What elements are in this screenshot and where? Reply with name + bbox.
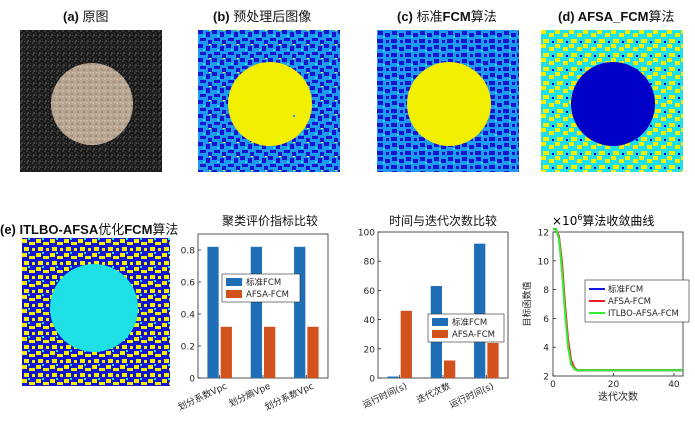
chart2-bar-afsa [487, 342, 499, 378]
chart2-ytick-label: 60 [364, 287, 376, 297]
panel-a-title: (a) 原图 [63, 9, 109, 25]
chart3-ytick-label: 12 [538, 229, 549, 239]
panel-c-title: (c) 标准FCM算法 [397, 9, 497, 25]
chart2-bar-afsa [400, 310, 412, 378]
panel-e-itlbo-afsa-fcm-image [22, 238, 170, 386]
chart1-ytick-label: 0.4 [181, 311, 196, 321]
chart1-evaluation-bar-chart: 0 0.2 0.4 0.6 0.8 划分系数Vpc 划分熵Vpe 划分系数Vpc 标准FCM AF… [170, 228, 350, 432]
chart1-bar-fcm [250, 246, 262, 378]
chart2-legend-label: 标准FCM [452, 317, 487, 328]
chart3-xlabel: 迭代次数 [598, 390, 638, 403]
chart3-title: ×106算法收敛曲线 [552, 213, 655, 228]
chart2-bar-fcm [474, 243, 486, 378]
chart2-title: 时间与迭代次数比较 [388, 214, 497, 228]
chart1-ytick-label: 0.2 [181, 343, 195, 353]
chart3-xtick-label: 20 [608, 380, 620, 390]
chart2-time-iteration-bar-chart: 0 20 40 60 80 100 运行时间(s) 迭代次数 运行时间(s) 标准FCM AFSA-… [352, 228, 522, 432]
chart3-legend-label: 标准FCM [608, 284, 643, 295]
chart2-xtick-label: 运行时间(s) [447, 380, 495, 411]
chart3-line-itlbo [553, 228, 683, 372]
chart1-xtick-label: 划分系数Vpc [176, 380, 229, 413]
chart1-bar-afsa [220, 326, 232, 378]
chart3-xtick-label: 0 [550, 380, 556, 390]
chart1-ytick-label: 0.6 [181, 279, 196, 289]
chart2-legend-label: AFSA-FCM [452, 330, 495, 340]
panel-c-standard-fcm-image [377, 30, 519, 172]
chart3-legend-label: ITLBO-AFSA-FCM [608, 309, 679, 319]
panel-d-afsa-fcm-image [541, 30, 683, 172]
chart2-ytick-label: 80 [364, 258, 376, 268]
chart2-bar-afsa [444, 360, 456, 378]
chart1-legend-swatch [226, 290, 242, 298]
panel-e-title: (e) ITLBO-AFSA优化FCM算法 [0, 222, 179, 238]
chart1-legend-label: 标准FCM [246, 277, 281, 288]
chart3-legend-label: AFSA-FCM [608, 297, 651, 307]
panel-a-original-image [20, 30, 162, 172]
chart3-convergence-line-chart: 2 4 6 8 10 12 0 20 40 迭代次数 目标函数值 标准FCM AFSA-FCM ITLBO… [520, 226, 695, 430]
chart1-axes-frame [197, 233, 329, 379]
chart1-legend-swatch [226, 278, 242, 286]
chart2-ytick-label: 0 [369, 375, 375, 385]
chart3-ytick-label: 4 [543, 344, 549, 354]
chart3-ytick-label: 8 [543, 286, 549, 296]
chart1-bar-fcm [207, 246, 219, 378]
chart2-bar-fcm [387, 376, 399, 378]
chart1-bar-fcm [294, 246, 306, 378]
chart2-ytick-label: 20 [364, 345, 376, 355]
chart2-legend-swatch [432, 318, 448, 326]
chart3-ytick-label: 10 [538, 257, 550, 267]
chart3-ytick-label: 2 [543, 373, 549, 383]
panel-d-title: (d) AFSA_FCM算法 [558, 9, 675, 25]
chart1-title: 聚类评价指标比较 [221, 214, 318, 228]
panel-b-preprocessed-image [198, 30, 340, 172]
chart1-ytick-label: 0 [189, 375, 195, 385]
panel-b-title: (b) 预处理后图像 [213, 9, 312, 25]
chart1-bar-afsa [307, 326, 319, 378]
chart2-legend-swatch [432, 330, 448, 338]
chart2-xtick-label: 运行时间(s) [361, 380, 409, 411]
chart2-ytick-label: 100 [358, 229, 375, 239]
chart3-ylabel: 目标函数值 [521, 281, 533, 326]
chart3-xtick-label: 40 [668, 380, 680, 390]
chart2-ytick-label: 40 [364, 316, 376, 326]
chart1-xtick-label: 划分系数Vpc [263, 380, 316, 413]
chart3-ytick-label: 6 [543, 315, 549, 325]
chart1-legend-label: AFSA-FCM [246, 290, 289, 300]
chart1-ytick-label: 0.8 [181, 247, 196, 257]
chart2-xtick-label: 迭代次数 [415, 380, 453, 406]
chart1-bar-afsa [264, 326, 276, 378]
